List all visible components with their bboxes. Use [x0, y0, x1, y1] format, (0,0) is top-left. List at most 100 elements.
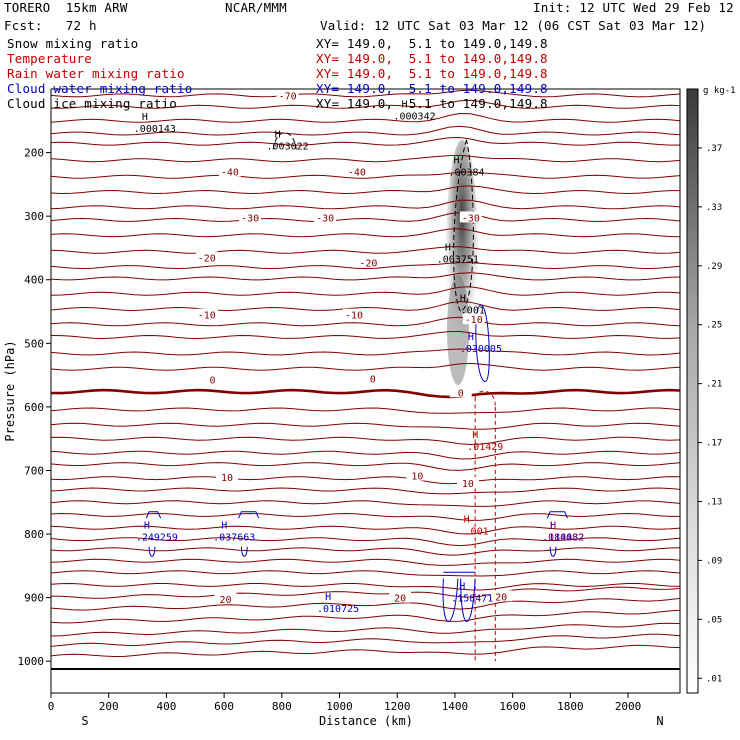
isotherm — [51, 512, 680, 521]
temperature-label: 20 — [495, 592, 507, 603]
isotherm — [51, 422, 680, 430]
temperature-label: -20 — [198, 253, 216, 264]
colorbar: g kg-1 .01 .05 .09 .13 .17 .21 .25 .29 .33 .37 — [686, 86, 736, 694]
temperature-label-bg — [361, 372, 384, 384]
isotherm — [51, 633, 680, 647]
isotherm — [51, 362, 680, 371]
temperature-label: 10 — [462, 479, 474, 490]
colorbar-tick-label: .17 — [706, 439, 722, 449]
temperature-label: 20 — [394, 594, 406, 605]
max-label: .184082 — [542, 532, 584, 543]
isotherm — [51, 185, 680, 195]
model-name: TORERO 15km ARW — [4, 0, 128, 15]
isotherm — [51, 407, 680, 414]
cloud-water-contour — [546, 511, 568, 557]
isotherm — [51, 462, 680, 471]
temperature-label-bg — [345, 165, 368, 177]
y-tick-label: 300 — [24, 210, 44, 223]
temperature-label: -10 — [465, 315, 483, 326]
isotherm — [51, 286, 680, 296]
max-marker: H — [459, 581, 465, 592]
cloud-water-contour — [238, 511, 260, 557]
temperature-label-bg — [201, 373, 224, 385]
zero-isotherm — [51, 388, 680, 399]
temperature-label: -30 — [241, 213, 259, 224]
temperature-label-bg — [406, 469, 429, 481]
isotherm — [51, 558, 680, 566]
isotherm — [51, 348, 680, 356]
x-tick-label: 200 — [99, 700, 119, 713]
max-marker: H — [464, 515, 470, 526]
max-label: .158471 — [451, 593, 493, 604]
colorbar-tick-label: .09 — [706, 556, 722, 566]
temperature-label: -30 — [316, 213, 334, 224]
max-label: .001 — [465, 527, 489, 538]
temperature-labels: -70 -40 -40 -30 -30 -30 -20 -20 -10 -10 -10 0 0 0 10 10… — [195, 89, 513, 606]
max-marker: H — [550, 520, 556, 531]
temperature-label-bg — [216, 470, 239, 482]
isotherm — [51, 487, 680, 495]
isotherm — [51, 171, 680, 179]
plot-frame — [50, 88, 681, 694]
temperature-label: 10 — [221, 473, 233, 484]
max-label: .003751 — [437, 254, 479, 265]
colorbar-gradient — [686, 88, 699, 694]
rain-water-contour — [474, 390, 496, 662]
isotherm — [51, 609, 680, 624]
x-axis-label: Distance (km) — [319, 714, 413, 728]
isotherm — [51, 597, 680, 611]
temperature-label: -10 — [198, 311, 216, 322]
temperature-label-bg — [342, 308, 365, 320]
maximum-labels: H.000143 H.003022H.000342H.00384H.003751H… — [134, 99, 584, 615]
x-tick-label: 600 — [214, 700, 234, 713]
max-label: .01429 — [467, 442, 503, 453]
max-label: .00384 — [448, 167, 484, 178]
field-name-temperature: Temperature — [7, 51, 92, 66]
south-label: S — [81, 714, 88, 728]
temperature-label-bg — [357, 256, 380, 268]
mixing-ratio-contours — [145, 132, 568, 662]
max-marker: H — [275, 129, 281, 140]
cloud-ice-contour — [453, 139, 474, 313]
max-label: .003022 — [267, 141, 309, 152]
temperature-label: 0 — [210, 376, 216, 387]
field-xy-cloud-water: XY= 149.0, 5.1 to 149.0,149.8 — [316, 81, 548, 96]
temperature-label: -40 — [221, 168, 239, 179]
isotherm — [51, 99, 680, 109]
max-marker: H — [221, 520, 227, 531]
temperature-label-bg — [389, 591, 412, 603]
temperature-label-bg — [195, 251, 218, 263]
isotherm — [51, 199, 680, 210]
field-name-rain: Rain water mixing ratio — [7, 66, 185, 81]
colorbar-tick-label: .13 — [706, 497, 722, 507]
colorbar-tick-label: .25 — [706, 321, 722, 331]
temperature-label-bg — [449, 386, 472, 398]
temperature-label: -40 — [348, 168, 366, 179]
x-tick-label: 1800 — [557, 700, 584, 713]
temperature-label: 0 — [458, 388, 464, 399]
max-marker: H — [453, 155, 459, 166]
isotherm — [51, 547, 680, 556]
y-axis-label: Pressure (hPa) — [3, 340, 17, 441]
field-xy-temperature: XY= 149.0, 5.1 to 149.0,149.8 — [316, 51, 548, 66]
y-tick-label: 200 — [24, 147, 44, 160]
max-marker: H — [402, 99, 408, 110]
colorbar-unit: g kg-1 — [703, 86, 736, 96]
isotherm — [51, 622, 680, 637]
y-tick-label: 900 — [24, 592, 44, 605]
colorbar-tick-label: .29 — [706, 262, 722, 272]
max-marker: H — [550, 520, 556, 531]
x-tick-label: 800 — [272, 700, 292, 713]
isotherm — [51, 300, 680, 312]
valid-time: Valid: 12 UTC Sat 03 Mar 12 (06 CST Sat … — [320, 18, 707, 33]
colorbar-tick-label: .01 — [706, 674, 722, 684]
max-marker: H — [325, 592, 331, 603]
field-xy-rain: XY= 149.0, 5.1 to 149.0,149.8 — [316, 66, 548, 81]
isotherm — [51, 450, 680, 460]
y-tick-label: 500 — [24, 337, 44, 350]
isotherm — [51, 136, 680, 146]
colorbar-tick-label: .05 — [706, 615, 722, 625]
max-marker: H — [472, 430, 478, 441]
field-xy-cloud-ice: XY= 149.0, 5.1 to 149.0,149.8 — [316, 96, 548, 111]
